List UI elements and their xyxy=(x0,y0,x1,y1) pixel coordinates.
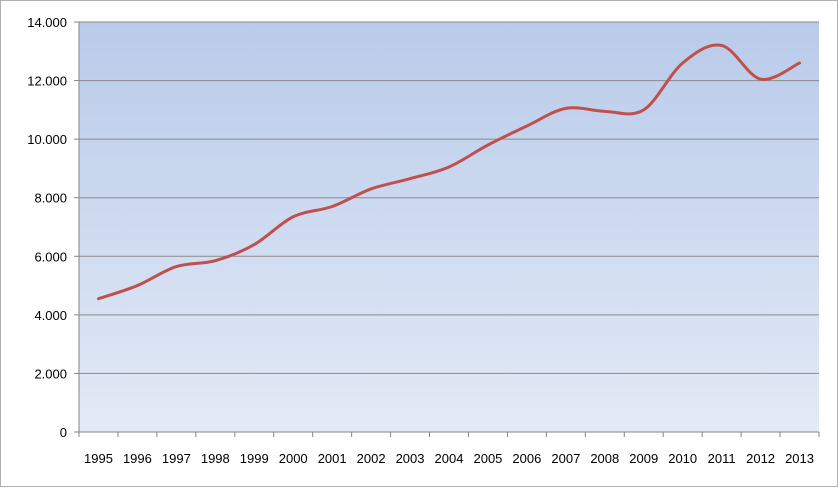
data-point xyxy=(175,265,178,268)
data-point xyxy=(253,243,256,246)
y-tick-label: 8.000 xyxy=(34,191,67,206)
data-point xyxy=(214,259,217,262)
data-point xyxy=(720,44,723,47)
x-tick-label: 1996 xyxy=(123,451,152,466)
x-tick-label: 2013 xyxy=(785,451,814,466)
data-point xyxy=(331,205,334,208)
x-tick-label: 2002 xyxy=(357,451,386,466)
data-point xyxy=(525,124,528,127)
data-point xyxy=(292,215,295,218)
data-point xyxy=(136,284,139,287)
x-tick-label: 2000 xyxy=(279,451,308,466)
x-tick-label: 1999 xyxy=(240,451,269,466)
y-tick-label: 10.000 xyxy=(27,132,67,147)
series-layer xyxy=(96,43,802,301)
data-point xyxy=(97,297,100,300)
series-line xyxy=(96,43,802,301)
y-tick-label: 2.000 xyxy=(34,366,67,381)
plot-area xyxy=(79,22,819,432)
data-point xyxy=(448,165,451,168)
data-point xyxy=(603,110,606,113)
x-tick-label: 1997 xyxy=(162,451,191,466)
x-tick-label: 1998 xyxy=(201,451,230,466)
x-tick-label: 2010 xyxy=(668,451,697,466)
data-point xyxy=(370,187,373,190)
tick-labels: 0 2.000 4.000 6.000 8.000 10.000 12.000 14.000 1… xyxy=(27,15,814,466)
x-tick-label: 2011 xyxy=(708,451,736,466)
y-tick-label: 12.000 xyxy=(27,74,67,89)
x-tick-label: 2008 xyxy=(590,451,619,466)
y-tick-label: 6.000 xyxy=(34,249,67,264)
data-point xyxy=(564,107,567,110)
x-tick-label: 2001 xyxy=(318,451,347,466)
y-tick-label: 14.000 xyxy=(27,15,67,30)
x-tick-label: 2003 xyxy=(396,451,425,466)
x-tick-label: 2012 xyxy=(746,451,775,466)
x-tick-label: 2004 xyxy=(435,451,464,466)
data-point xyxy=(681,62,684,65)
x-tick-label: 2009 xyxy=(629,451,658,466)
x-tick-label: 1995 xyxy=(84,451,113,466)
data-point xyxy=(759,78,762,81)
data-point xyxy=(798,62,801,65)
data-point xyxy=(486,144,489,147)
axes xyxy=(74,21,820,437)
x-tick-label: 2007 xyxy=(551,451,580,466)
y-tick-label: 0 xyxy=(60,425,67,440)
x-tick-label: 2005 xyxy=(473,451,502,466)
data-point xyxy=(409,177,412,180)
y-tick-label: 4.000 xyxy=(34,308,67,323)
x-tick-label: 2006 xyxy=(512,451,541,466)
gridlines xyxy=(79,21,819,374)
data-point xyxy=(642,108,645,111)
